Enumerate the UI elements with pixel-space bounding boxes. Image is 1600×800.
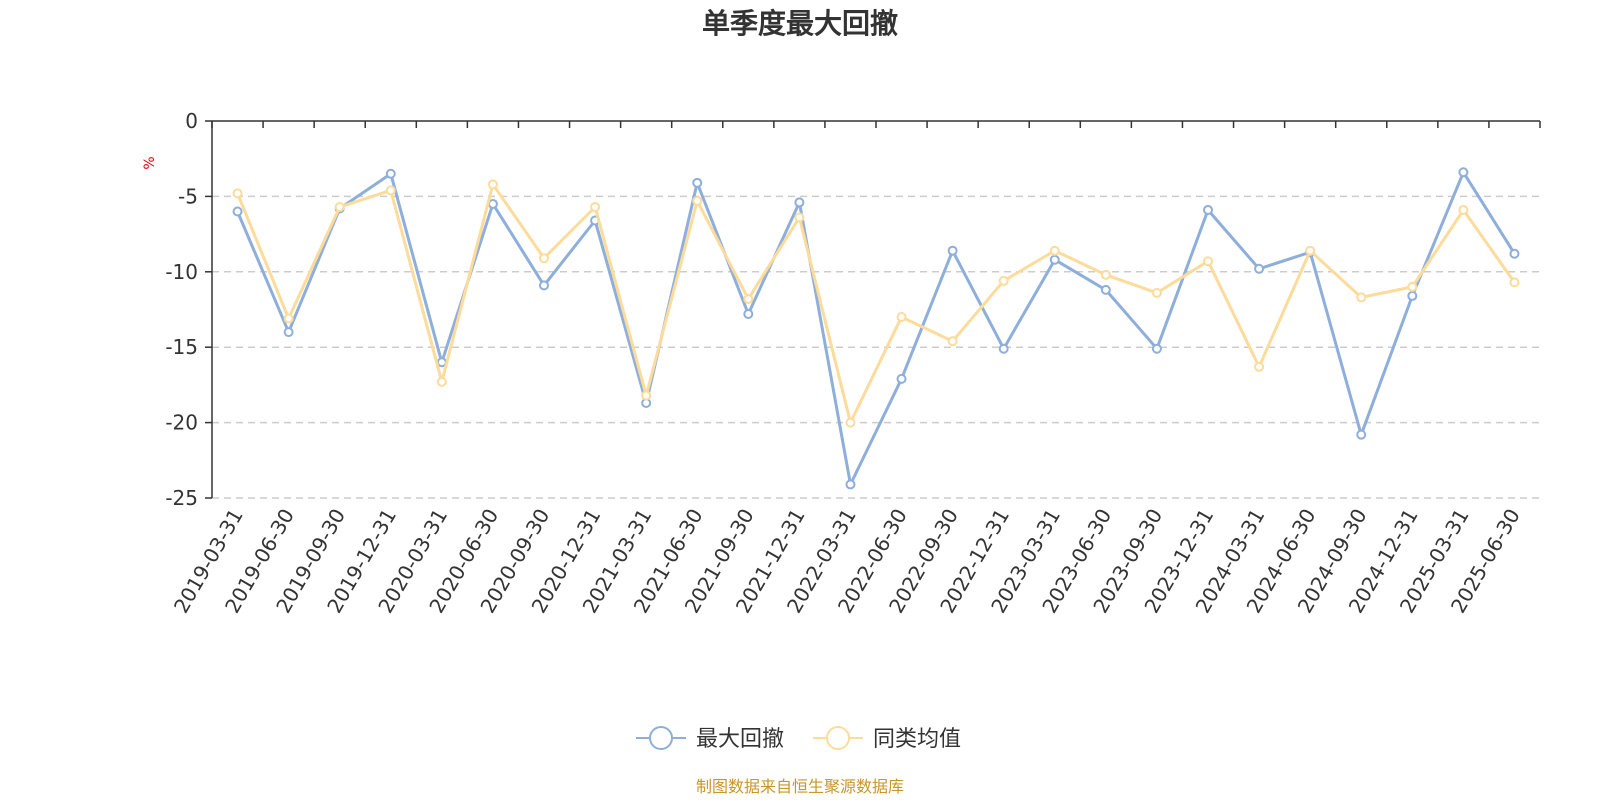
data-point[interactable] (1407, 281, 1418, 292)
y-tick-label: -15 (165, 335, 198, 359)
data-point[interactable] (1049, 245, 1060, 256)
data-point[interactable] (1100, 269, 1111, 280)
data-point[interactable] (1151, 287, 1162, 298)
y-tick-label: 0 (185, 109, 198, 133)
data-point[interactable] (743, 309, 754, 320)
data-point[interactable] (794, 212, 805, 223)
data-point[interactable] (1203, 204, 1213, 215)
data-point[interactable] (1356, 292, 1367, 303)
data-point[interactable] (1509, 277, 1520, 288)
data-point[interactable] (232, 188, 243, 199)
data-point[interactable] (641, 390, 652, 401)
data-point[interactable] (1407, 290, 1418, 301)
data-point[interactable] (692, 177, 703, 188)
data-point[interactable] (1203, 256, 1213, 267)
y-tick-label: -5 (178, 184, 198, 208)
data-point[interactable] (1509, 248, 1520, 259)
legend-item-2[interactable]: 同类均值 (813, 726, 961, 752)
data-point[interactable] (845, 479, 856, 490)
data-point[interactable] (1254, 361, 1265, 372)
data-point[interactable] (947, 245, 958, 256)
data-point[interactable] (1151, 343, 1162, 354)
y-tick-label: -10 (165, 260, 198, 284)
data-point[interactable] (1458, 204, 1469, 215)
data-point[interactable] (896, 373, 907, 384)
data-point[interactable] (998, 343, 1009, 354)
data-point[interactable] (794, 197, 805, 208)
data-point[interactable] (998, 275, 1009, 286)
chart-title: 单季度最大回撤 (702, 7, 898, 40)
data-point[interactable] (232, 206, 243, 217)
data-point[interactable] (283, 313, 294, 324)
data-point[interactable] (1458, 167, 1469, 178)
data-point[interactable] (334, 201, 345, 212)
data-point[interactable] (385, 168, 396, 179)
data-point[interactable] (539, 253, 549, 264)
legend-item-1[interactable]: 最大回撤 (636, 726, 784, 752)
series-line (236, 182, 1516, 425)
legend-label: 同类均值 (873, 727, 961, 752)
y-tick-label: -25 (165, 486, 198, 510)
y-tick-label: -20 (165, 411, 198, 435)
grid (212, 195, 1540, 499)
series-line (236, 170, 1516, 486)
legend-marker (649, 726, 673, 750)
data-point[interactable] (1254, 263, 1265, 274)
data-point[interactable] (845, 417, 856, 428)
data-point[interactable] (743, 293, 754, 304)
data-point[interactable] (487, 179, 498, 190)
legend[interactable]: 最大回撤 同类均值 (636, 726, 961, 752)
data-point[interactable] (385, 185, 396, 196)
source-note: 制图数据来自恒生聚源数据库 (696, 777, 904, 796)
data-point[interactable] (487, 198, 498, 209)
data-point[interactable] (1305, 245, 1316, 256)
data-point[interactable] (947, 336, 958, 347)
data-point[interactable] (436, 376, 447, 387)
data-point[interactable] (539, 280, 549, 291)
data-point[interactable] (1356, 429, 1367, 440)
data-point[interactable] (692, 195, 703, 206)
data-point[interactable] (1100, 284, 1111, 295)
legend-marker (826, 726, 850, 750)
series-layer (232, 167, 1520, 490)
y-axis-label: % (142, 156, 158, 169)
data-point[interactable] (896, 312, 907, 323)
data-point[interactable] (590, 201, 601, 212)
data-point[interactable] (1049, 254, 1060, 265)
series-2 (232, 179, 1520, 428)
legend-label: 最大回撤 (696, 727, 784, 752)
data-point[interactable] (283, 327, 294, 338)
